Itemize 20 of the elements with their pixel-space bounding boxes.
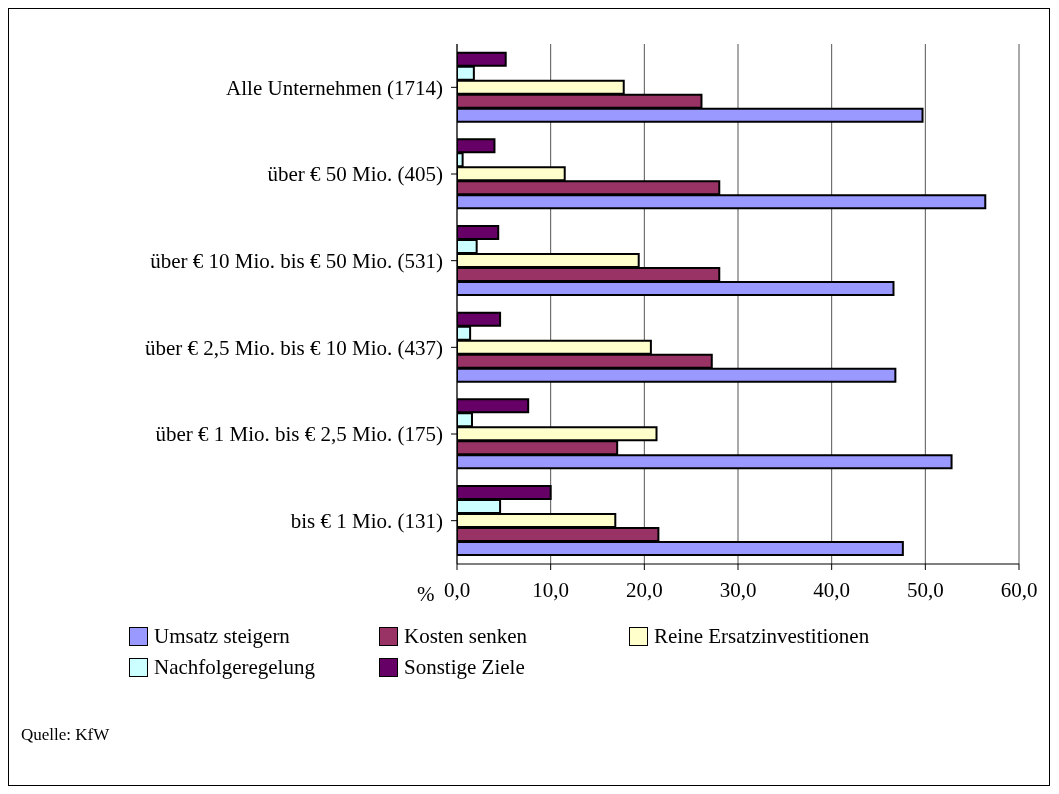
x-tick-label: 60,0 (1000, 577, 1038, 602)
y-tick-label: über € 50 Mio. (405) (267, 162, 443, 187)
x-tick-label: 10,0 (532, 577, 570, 602)
source-note: Quelle: KfW (21, 725, 110, 745)
legend-label: Sonstige Ziele (404, 655, 525, 680)
y-tick-label: über € 10 Mio. bis € 50 Mio. (531) (150, 249, 443, 274)
legend-label: Nachfolgeregelung (154, 655, 315, 680)
y-tick-label: bis € 1 Mio. (131) (290, 509, 444, 534)
x-tick-label: 40,0 (813, 577, 851, 602)
legend-label: Umsatz steigern (154, 624, 290, 649)
y-tick-label: Alle Unternehmen (1714) (226, 75, 443, 100)
x-tick-label: 0,0 (443, 577, 471, 602)
y-tick-label: über € 1 Mio. bis € 2,5 Mio. (175) (155, 422, 443, 447)
y-tick-label: über € 2,5 Mio. bis € 10 Mio. (437) (144, 335, 443, 360)
legend-label: Reine Ersatzinvestitionen (654, 624, 870, 649)
x-tick-label: 20,0 (625, 577, 663, 602)
legend-label: Kosten senken (404, 624, 528, 649)
x-tick-label: 30,0 (719, 577, 757, 602)
x-tick-label: 50,0 (906, 577, 944, 602)
x-axis-title: % (417, 582, 435, 606)
